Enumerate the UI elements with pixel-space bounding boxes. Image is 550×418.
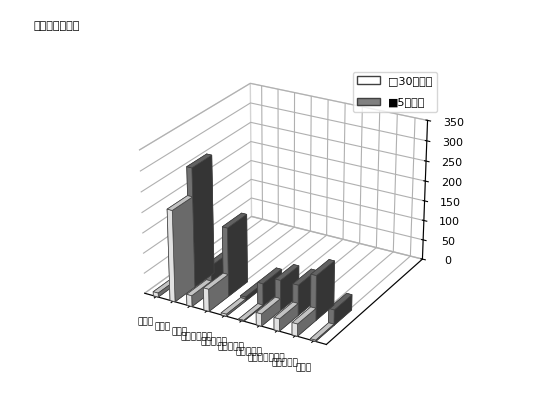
Text: （単位：千人）: （単位：千人） xyxy=(33,21,79,31)
Legend: □30人以上, ■5人以上: □30人以上, ■5人以上 xyxy=(353,72,437,112)
